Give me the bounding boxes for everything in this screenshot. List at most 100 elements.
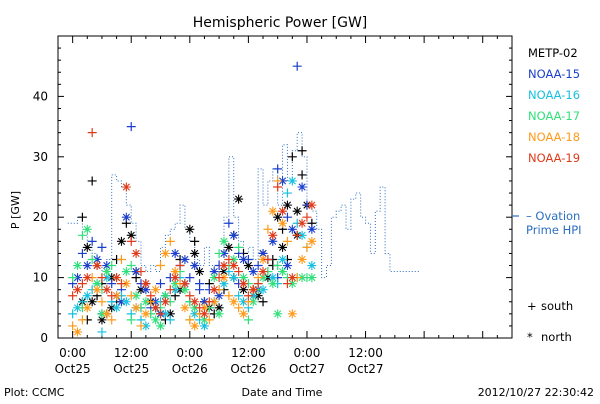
data-point-north [107,303,117,313]
data-point-north [97,309,107,319]
data-point-north [151,303,161,313]
data-point-north [112,273,122,283]
data-point-south [282,279,292,289]
data-point-north [170,285,180,295]
data-point-north [268,230,278,240]
data-point-north [92,285,102,295]
data-point-north [116,236,126,246]
data-point-north [82,303,92,313]
data-point-south [273,164,283,174]
data-point-north [82,291,92,301]
data-point-north [141,321,151,331]
data-point-south [204,297,214,307]
x-tick-label-time: 0:00 [176,346,203,360]
data-point-north [190,321,200,331]
x-tick-label-date: Oct25 [113,362,149,376]
x-tick-label-time: 12:00 [231,346,266,360]
data-point-north [209,297,219,307]
data-point-north [170,248,180,258]
data-point-north [199,315,209,325]
data-point-north [73,285,83,295]
data-point-south [156,309,166,319]
data-point-north [287,309,297,319]
data-point-north [131,303,141,313]
data-point-north [287,273,297,283]
data-point-north [234,194,244,204]
data-point-north [112,291,122,301]
data-point-north [195,267,205,277]
data-point-north [297,254,307,264]
data-point-north [229,230,239,240]
data-point-north [297,182,307,192]
data-point-north [209,285,219,295]
data-point-south [224,218,234,228]
data-point-south [97,327,107,337]
data-point-north [180,279,190,289]
x-tick-label-time: 12:00 [114,346,149,360]
data-point-north [239,285,249,295]
data-point-north [121,182,131,192]
data-point-north [121,267,131,277]
data-point-south [97,273,107,283]
data-point-north [107,273,117,283]
x-tick-label-date: Oct27 [348,362,384,376]
data-point-north [175,285,185,295]
data-point-north [102,309,112,319]
data-point-north [199,321,209,331]
data-point-north [268,206,278,216]
data-point-north [73,303,83,313]
data-point-south [302,212,312,222]
data-point-north [73,327,83,337]
data-point-north [82,224,92,234]
data-point-north [160,309,170,319]
data-point-north [92,254,102,264]
data-point-south [68,291,78,301]
data-point-south [302,242,312,252]
plot-border [57,35,513,339]
data-point-north [268,279,278,289]
data-point-south [243,254,253,264]
data-point-north [190,248,200,258]
data-point-north [278,206,288,216]
data-point-north [297,230,307,240]
data-point-south [136,321,146,331]
data-point-south [77,230,87,240]
legend-marker-symbol: + [527,299,537,313]
data-point-south [175,261,185,271]
data-point-south [292,230,302,240]
data-point-south [253,279,263,289]
legend-series-label: METP-02 [528,46,578,60]
data-point-north [239,254,249,264]
data-point-south [234,291,244,301]
data-point-south [234,242,244,252]
data-point-south [195,285,205,295]
data-point-south [165,236,175,246]
data-point-north [219,261,229,271]
data-point-south [87,176,97,186]
data-point-north [229,273,239,283]
data-point-north [209,273,219,283]
x-tick-label-date: Oct27 [289,362,325,376]
legend-series-label: NOAA-19 [528,151,580,165]
data-point-north [180,285,190,295]
data-point-south [77,212,87,222]
data-point-south [107,291,117,301]
data-point-north [258,285,268,295]
data-point-south [273,261,283,271]
data-point-north [121,279,131,289]
legend-series-label: NOAA-15 [528,67,580,81]
data-point-north [180,303,190,313]
data-point-south [126,291,136,301]
data-point-north [209,267,219,277]
data-point-north [102,285,112,295]
data-point-north [112,303,122,313]
data-point-north [282,200,292,210]
data-point-south [136,267,146,277]
data-point-north [141,297,151,307]
data-point-north [307,200,317,210]
data-point-north [185,224,195,234]
data-point-south [116,279,126,289]
x-tick-label-time: 12:00 [348,346,383,360]
ovation-hpi-line [67,132,420,279]
